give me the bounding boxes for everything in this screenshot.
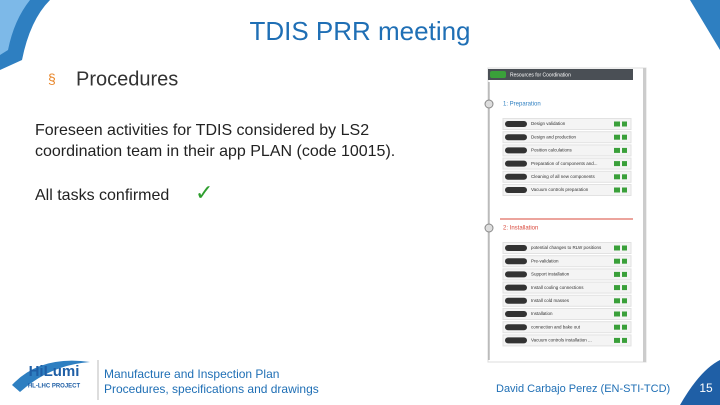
tag [490, 71, 506, 78]
status-icon [622, 147, 627, 153]
screenshot-header-bar [488, 69, 633, 80]
section-title: 1: Preparation [503, 102, 541, 108]
item-text: Cleaning of all new components [531, 174, 596, 179]
status-icon [622, 324, 627, 330]
tag [505, 311, 527, 317]
body-line: coordination team in their app PLAN (cod… [35, 143, 395, 160]
item-text: Design validation [531, 121, 566, 126]
check-mark: ✓ [195, 180, 213, 205]
tag [505, 134, 527, 141]
tag [505, 173, 527, 180]
status-icon [614, 121, 620, 127]
footer-line: Manufacture and Inspection Plan [104, 367, 279, 381]
confirmed-text: All tasks confirmed [35, 187, 169, 204]
status-icon [622, 121, 627, 127]
item-text: Support installation [531, 272, 570, 277]
status-icon [614, 245, 620, 251]
item-text: potential changes to RLW positions [531, 245, 602, 250]
title: TDIS PRR meeting [249, 16, 470, 46]
status-icon [622, 337, 627, 343]
tag [505, 121, 527, 127]
item-row [502, 118, 632, 130]
status-icon [614, 134, 620, 140]
item-row [502, 144, 632, 157]
item-row [502, 157, 632, 170]
item-text: connection and bake out [531, 324, 581, 329]
item-row [502, 268, 632, 281]
logo-sub: HL-LHC PROJECT [28, 384, 81, 390]
item-row [502, 334, 632, 347]
item-text: Pre-validation [531, 258, 559, 263]
bullet-text: Procedures [76, 68, 178, 90]
tag [505, 187, 527, 193]
corner-swoosh [690, 0, 720, 50]
screenshot-header: Resources for Coordination [510, 72, 571, 78]
status-icon [614, 324, 620, 330]
status-icon [614, 337, 620, 343]
page-number: 15 [699, 381, 713, 395]
tag [505, 271, 527, 278]
item-text: Design and production [531, 134, 577, 139]
bullet-marker: § [48, 71, 56, 87]
status-icon [622, 298, 627, 304]
status-icon [614, 271, 620, 277]
item-row [502, 308, 632, 320]
item-row [502, 321, 632, 334]
status-icon [614, 311, 620, 317]
tag [505, 284, 527, 291]
status-icon [622, 187, 627, 193]
item-row [502, 170, 632, 183]
item-text: Vacuum controls installation ... [531, 338, 592, 343]
scrollbar [643, 68, 646, 362]
status-icon [622, 311, 627, 317]
timeline-node [484, 99, 494, 109]
author: David Carbajo Perez (EN-STI-TCD) [496, 383, 670, 395]
status-icon [614, 161, 620, 167]
status-icon [614, 285, 620, 291]
body-line: Foreseen activities for TDIS considered … [35, 122, 369, 139]
status-icon [614, 147, 620, 153]
item-text: Position calculations [531, 148, 573, 153]
item-text: Install cooling connections [531, 285, 584, 290]
corner-swoosh [680, 360, 720, 405]
item-text: Install cold masses [531, 298, 570, 303]
status-icon [622, 161, 627, 167]
item-row [502, 131, 632, 144]
logo-swoosh [12, 360, 90, 392]
status-icon [622, 258, 627, 264]
tag [505, 324, 527, 331]
status-icon [622, 285, 627, 291]
item-row [502, 255, 632, 268]
status-icon [614, 174, 620, 180]
status-icon [614, 298, 620, 304]
corner-swoosh [0, 0, 30, 55]
status-icon [614, 258, 620, 264]
item-row [502, 294, 632, 307]
status-icon [622, 134, 627, 140]
timeline-node [484, 223, 494, 233]
item-row [502, 242, 632, 254]
tag [505, 258, 527, 265]
status-icon [622, 174, 627, 180]
tag [505, 337, 527, 344]
tag [505, 147, 527, 154]
status-icon [622, 271, 627, 277]
item-row [502, 281, 632, 294]
app-screenshot: Resources for Coordination 1: Preparatio… [484, 67, 647, 363]
footer-line: Procedures, specifications and drawings [104, 382, 319, 396]
tag [505, 245, 527, 251]
logo: HiLumi [29, 363, 80, 380]
tag [505, 160, 527, 167]
status-icon [622, 245, 627, 251]
status-icon [614, 187, 620, 193]
section-title: 2: Installation [503, 226, 538, 232]
item-row [502, 184, 632, 196]
tag [505, 297, 527, 304]
item-text: Preparation of components and... [531, 161, 598, 166]
item-text: Installation [531, 311, 553, 316]
item-text: Vacuum controls preparation [531, 187, 589, 192]
